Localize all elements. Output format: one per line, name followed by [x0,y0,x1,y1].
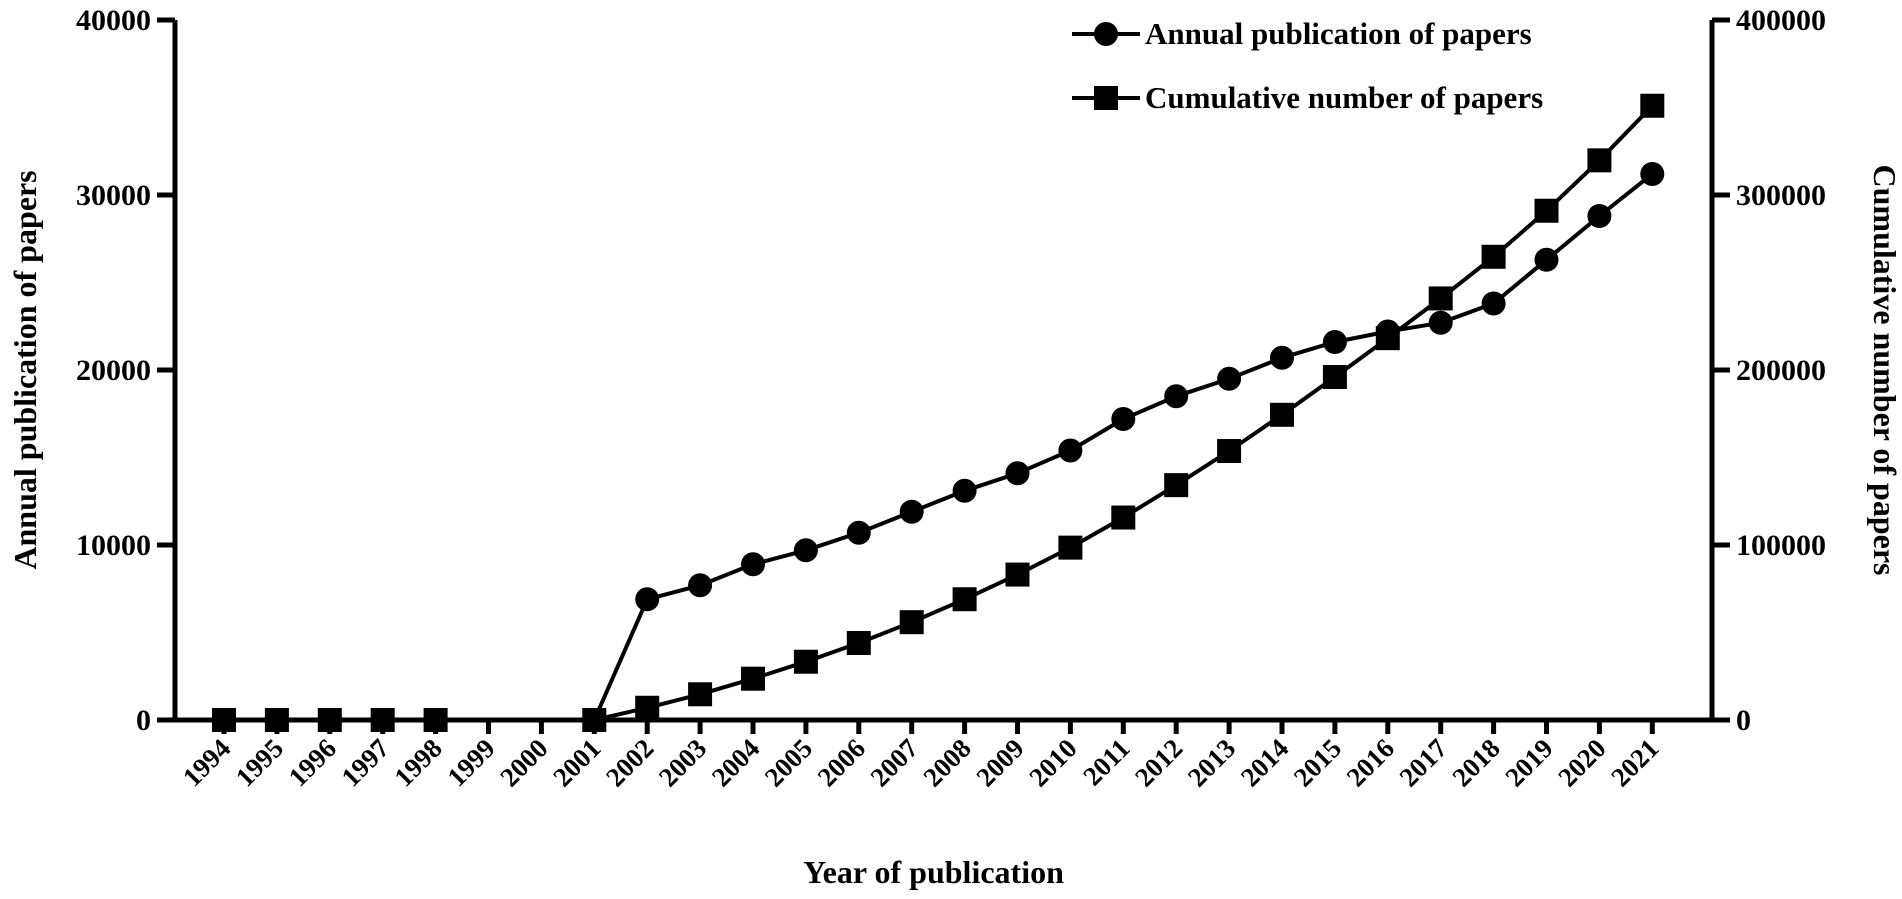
legend: Annual publication of papers Cumulative n… [1072,16,1543,115]
x-tick-label: 2011 [1077,733,1135,791]
data-point-square [635,695,660,720]
x-tick-label: 1996 [283,733,342,792]
data-point-square [952,587,977,612]
x-tick-label: 2012 [1129,733,1188,792]
data-point-square [793,649,818,674]
legend-label: Cumulative number of papers [1145,80,1543,115]
data-point-circle [1534,247,1559,272]
x-tick-label: 2013 [1182,733,1241,792]
left-y-tick-label: 30000 [76,179,151,212]
x-tick-label: 2017 [1394,733,1453,792]
x-tick-label: 2021 [1605,733,1664,792]
x-tick-label: 2015 [1288,733,1347,792]
x-tick-label: 2016 [1341,733,1400,792]
data-point-circle [1270,345,1294,370]
x-tick-label: 1999 [441,733,500,792]
legend-item-circle: Annual publication of papers [1072,16,1532,51]
data-point-square [317,708,342,732]
data-point-circle [1587,204,1612,228]
data-point-square [370,708,395,732]
left-y-axis-title: Annual publication of papers [7,170,43,569]
data-point-circle [793,538,818,563]
data-point-circle [1217,366,1242,391]
x-tick-label: 2007 [865,733,924,792]
data-point-circle [741,552,765,577]
x-tick-label: 2002 [600,733,659,792]
x-tick-label: 2009 [970,733,1029,792]
x-tick-label: 2000 [494,733,553,792]
x-tick-label: 2005 [759,733,818,792]
data-point-square [1375,326,1400,351]
data-point-square [212,708,236,732]
x-axis-title: Year of publication [803,854,1064,890]
right-y-tick-label: 100000 [1736,529,1826,562]
x-tick-label: 1994 [177,733,236,792]
data-point-circle [1322,330,1347,354]
data-point-square [846,631,871,655]
data-point-circle [899,499,924,524]
data-point-circle [1058,438,1083,463]
data-point-square [264,708,289,732]
right-y-tick-label: 400000 [1736,4,1826,37]
series-group-square [212,93,1665,732]
data-point-circle [1428,310,1453,335]
data-point-circle [688,573,713,598]
right-y-tick-label: 300000 [1736,179,1826,212]
data-point-square [1534,198,1559,223]
axes: 0100002000030000400000100000200000300000… [76,4,1826,792]
series [212,93,1665,732]
data-point-circle [1640,162,1665,186]
data-point-square [688,682,713,707]
data-point-square [1164,473,1189,498]
data-point-square [1111,505,1136,530]
data-point-square [1481,244,1506,269]
data-point-square [899,610,924,635]
data-point-circle [1111,407,1136,431]
legend-marker-square [1094,86,1118,110]
data-point-square [1270,402,1294,427]
x-tick-label: 1997 [336,733,395,792]
right-y-tick-label: 200000 [1736,354,1826,387]
x-tick-label: 1998 [388,733,447,792]
data-point-circle [846,520,871,545]
left-y-tick-label: 0 [136,704,151,737]
data-point-square [423,708,448,732]
x-tick-label: 2014 [1235,733,1294,792]
x-tick-label: 2018 [1446,733,1505,792]
x-tick-label: 2010 [1023,733,1082,792]
data-point-square [1322,365,1347,389]
data-point-square [582,708,607,732]
right-y-tick-label: 0 [1736,704,1751,737]
x-tick-label: 2020 [1552,733,1611,792]
data-point-circle [635,587,660,612]
data-point-square [1058,535,1083,560]
x-tick-label: 1995 [230,733,289,792]
data-point-square [741,666,765,691]
x-tick-label: 2019 [1499,733,1558,792]
left-y-tick-label: 10000 [76,529,151,562]
legend-marker-circle [1094,22,1118,46]
x-tick-label: 2008 [917,733,976,792]
data-point-square [1005,562,1030,587]
series-group-circle [212,162,1665,732]
data-point-circle [1164,384,1189,409]
right-y-axis-title: Cumulative number of papers [1867,165,1902,576]
x-tick-label: 2003 [653,733,712,792]
x-tick-label: 2004 [706,733,765,792]
left-y-tick-label: 20000 [76,354,151,387]
data-point-circle [952,478,977,503]
data-point-circle [1005,461,1030,486]
left-y-tick-label: 40000 [76,4,151,37]
data-point-square [1428,286,1453,311]
x-tick-label: 2001 [547,733,606,792]
data-point-square [1587,148,1612,173]
data-point-circle [1481,291,1506,316]
x-tick-label: 2006 [812,733,871,792]
data-point-square [1217,439,1242,464]
legend-item-square: Cumulative number of papers [1072,80,1543,115]
data-point-square [1640,93,1665,118]
legend-label: Annual publication of papers [1145,16,1532,51]
